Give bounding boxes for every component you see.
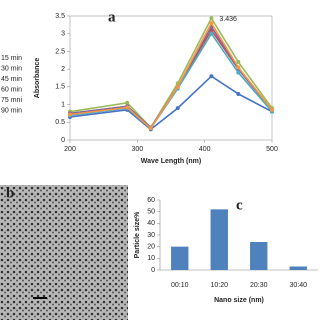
- legend-label: 75 mni: [1, 97, 22, 104]
- series-line: [69, 75, 273, 131]
- x-tick-label: 20:30: [250, 282, 268, 289]
- point: [270, 107, 274, 112]
- x-tick-label: 10:20: [210, 282, 228, 289]
- point: [236, 65, 241, 70]
- panel-label: c: [236, 197, 243, 213]
- x-tick-label: 400: [199, 146, 211, 153]
- bar: [289, 266, 307, 270]
- y-tick-label: 60: [147, 197, 155, 204]
- x-tick-label: 00:10: [171, 282, 189, 289]
- panel-label: b: [6, 185, 14, 201]
- point: [175, 84, 180, 89]
- y-tick-label: 0.5: [55, 119, 65, 126]
- legend-label: 15 min: [1, 55, 22, 62]
- point: [209, 16, 214, 21]
- y-tick-label: 50: [147, 209, 155, 216]
- y-tick-label: 3.5: [55, 13, 65, 20]
- y-tick-label: 3: [61, 31, 65, 38]
- y-tick-label: 10: [147, 255, 155, 262]
- y-tick-label: 0: [151, 267, 155, 274]
- point: [236, 70, 241, 75]
- plot-area: [69, 15, 273, 141]
- bar: [250, 242, 268, 270]
- x-tick-label: 300: [131, 146, 143, 153]
- legend-label: 60 min: [1, 86, 22, 93]
- legend-label: 45 min: [1, 76, 22, 83]
- x-tick-label: 30:40: [289, 282, 307, 289]
- point: [209, 21, 214, 26]
- x-axis-title: Nano size (nm): [214, 297, 264, 304]
- y-tick-label: 2.5: [55, 48, 65, 55]
- y-tick-label: 20: [147, 244, 155, 251]
- point: [125, 105, 130, 110]
- x-tick-label: 500: [266, 146, 278, 153]
- y-tick-label: 30: [147, 232, 155, 239]
- y-axis-title: Particle size%: [134, 211, 141, 258]
- annotation: 3.436: [219, 16, 237, 23]
- point: [209, 31, 214, 36]
- panel-label: a: [108, 9, 116, 25]
- x-tick-label: 200: [64, 146, 76, 153]
- tem-image: [0, 185, 128, 320]
- point: [209, 74, 214, 79]
- y-tick-label: 2: [61, 66, 65, 73]
- bar: [171, 246, 189, 270]
- legend-label: 90 min: [1, 107, 22, 114]
- bar: [210, 209, 228, 270]
- point: [68, 112, 72, 117]
- y-tick-label: 1.5: [55, 84, 65, 91]
- point: [236, 91, 241, 96]
- point: [125, 100, 130, 105]
- y-tick-label: 0: [61, 137, 65, 144]
- y-tick-label: 1: [61, 101, 65, 108]
- point: [236, 60, 241, 65]
- x-axis-title: Wave Length (nm): [141, 158, 201, 165]
- point: [148, 126, 153, 131]
- y-axis-title: Absorbance: [34, 58, 41, 99]
- legend-label: 30 min: [1, 65, 22, 72]
- point: [175, 106, 180, 111]
- y-tick-label: 40: [147, 220, 155, 227]
